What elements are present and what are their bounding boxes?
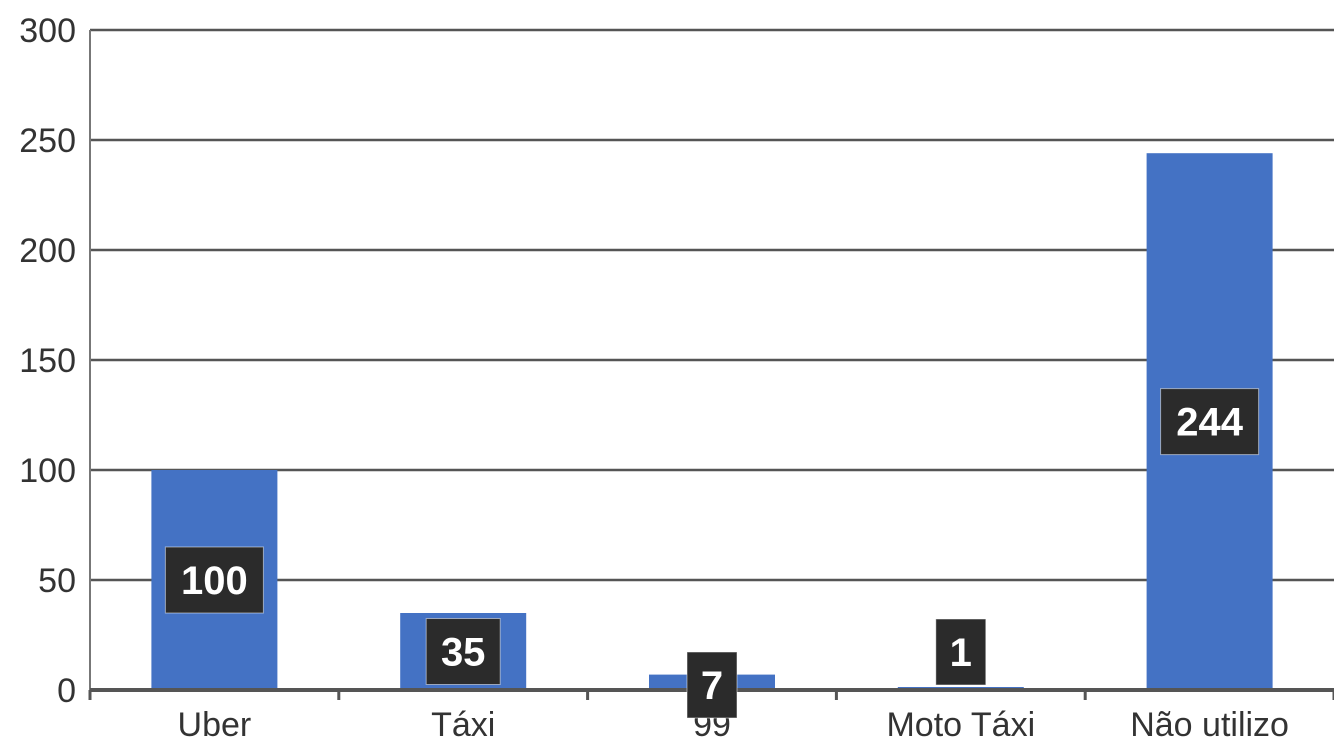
data-label: 244: [1160, 388, 1260, 456]
data-label-text: 35: [441, 631, 486, 675]
data-label-box: [935, 618, 987, 686]
data-label-box: [1160, 388, 1260, 456]
data-label: 1: [935, 618, 987, 686]
data-label-text: 100: [181, 559, 248, 603]
data-label: 100: [164, 546, 264, 614]
x-category-label: Uber: [178, 706, 252, 740]
data-label: 7: [686, 651, 738, 719]
y-tick-label: 300: [19, 12, 76, 50]
x-category-label: Moto Táxi: [886, 706, 1035, 740]
y-tick-label: 50: [38, 562, 76, 600]
y-axis-ticks: 0 50 100 150 200 250 300: [19, 12, 76, 710]
x-category-label: Táxi: [431, 706, 495, 740]
data-label-text: 244: [1176, 401, 1243, 445]
y-tick-label: 150: [19, 342, 76, 380]
data-label-box: [686, 651, 738, 719]
y-tick-label: 200: [19, 232, 76, 270]
y-tick-label: 100: [19, 452, 76, 490]
data-label-text: 1: [950, 631, 972, 675]
data-label-text: 7: [701, 664, 723, 708]
bars: [151, 153, 1273, 690]
x-category-label: Não utilizo: [1130, 706, 1289, 740]
data-labels: 100 35 7 1 244: [164, 388, 1260, 719]
data-label: 35: [425, 618, 501, 685]
data-label-box: [164, 546, 264, 614]
y-tick-label: 250: [19, 122, 76, 160]
data-label-box: [425, 618, 501, 685]
y-tick-label: 0: [57, 672, 76, 710]
gridlines: [90, 28, 1334, 582]
